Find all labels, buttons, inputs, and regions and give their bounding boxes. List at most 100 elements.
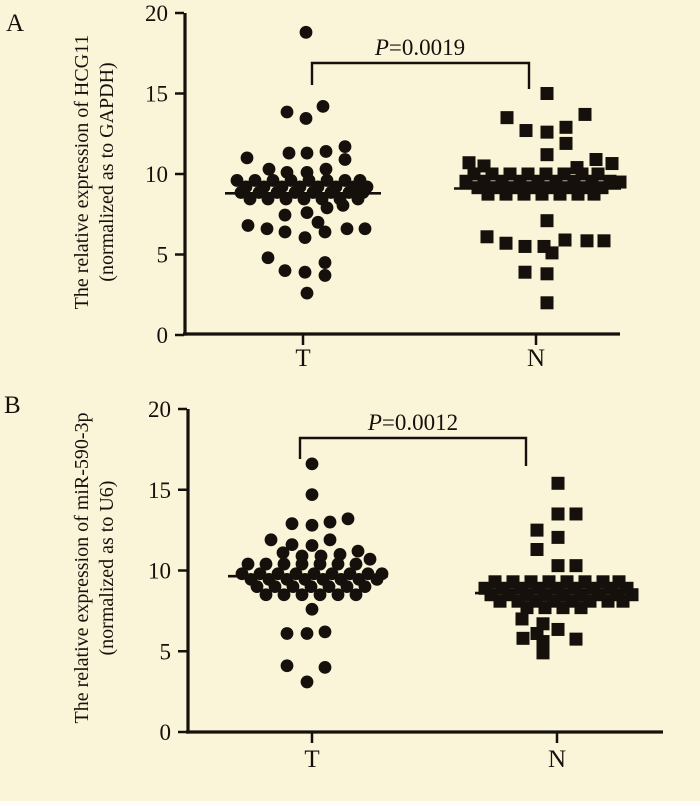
significance-bracket [310,61,531,89]
y-axis-title-line1: The relative expression of HCG11 [71,35,93,310]
data-point-circle [318,225,332,239]
data-point-square [536,635,550,649]
data-point-circle [248,174,262,187]
data-point-circle [277,557,291,571]
y-tick-label: 20 [148,397,171,422]
data-point-square [520,601,534,615]
data-point-square [538,601,552,615]
data-point-circle [300,206,314,220]
data-point-circle [338,140,352,154]
data-point-circle [243,192,257,206]
data-point-square [616,594,630,608]
data-point-square [516,631,530,645]
data-point-circle [241,219,255,232]
data-point-circle [300,146,314,160]
data-point-circle [311,215,325,229]
data-point-circle [280,659,294,673]
data-point-circle [266,174,280,187]
data-point-circle [331,588,345,602]
data-point-square [530,523,544,537]
y-tick-label: 0 [157,323,169,348]
data-point-circle [298,231,312,244]
data-point-circle [295,557,309,571]
data-point-circle [241,557,255,571]
y-tick-label: 5 [157,243,169,268]
data-point-circle [250,580,264,594]
data-point-circle [279,192,293,206]
data-point-circle [278,208,292,222]
p-value-italic-p: P [367,410,382,435]
data-point-circle [349,557,363,571]
y-tick-label: 10 [148,559,171,584]
data-point-circle [240,151,254,165]
data-point-circle [341,512,355,526]
data-point-circle [299,112,313,125]
data-point-circle [319,145,333,158]
data-point-circle [230,174,244,187]
data-point-circle [320,174,334,187]
data-point-circle [338,174,352,187]
data-point-circle [305,602,319,616]
data-point-circle [300,627,314,640]
data-point-circle [340,222,354,236]
data-point-circle [262,162,276,176]
data-point-square [519,124,533,138]
data-point-circle [318,269,332,282]
data-point-circle [282,146,296,160]
y-tick-label: 5 [160,639,172,664]
data-point-circle [338,153,352,166]
data-point-circle [313,557,327,571]
data-point-circle [305,457,319,471]
panel-letter: A [6,10,24,37]
data-point-square [536,646,550,660]
data-point-square [574,601,588,615]
data-point-circle [358,222,372,236]
data-point-square [551,530,565,544]
data-point-square [553,187,567,201]
p-value-number: =0.0019 [389,35,465,60]
y-axis-title-line2: (normalized as to GAPDH) [96,62,118,281]
data-point-circle [336,198,350,212]
panel-b: 0 5 10 15 20 T N B The relative expression of mi… [4,392,663,773]
series-n [459,87,627,310]
data-point-circle [259,588,273,602]
data-point-circle [331,557,345,571]
data-point-square [589,153,603,167]
data-point-circle [284,174,298,187]
data-point-circle [305,518,319,532]
data-point-circle [264,533,278,547]
data-point-circle [313,588,327,602]
data-point-circle [351,544,365,558]
data-point-circle [280,105,294,119]
significance-bracket [298,436,528,466]
data-point-circle [300,675,314,689]
data-point-square [605,157,619,171]
data-point-circle [260,222,274,236]
data-point-circle [320,201,334,215]
data-point-circle [363,552,377,566]
y-tick-label: 0 [160,720,172,745]
data-point-circle [304,580,318,594]
data-point-circle [261,251,275,265]
data-point-square [540,148,554,162]
data-point-square [459,174,473,188]
y-axis-title-line2: (normalized as to U6) [96,481,118,656]
data-point-circle [340,580,354,594]
data-point-circle [323,515,337,529]
series-t [230,25,374,300]
data-point-square [613,175,627,189]
data-point-circle [268,580,282,594]
data-point-circle [300,286,314,300]
data-point-square [601,594,615,608]
data-point-square [559,120,573,134]
data-point-circle [299,25,313,39]
data-point-circle [261,192,275,206]
data-point-square [530,543,544,557]
data-point-circle [322,580,336,594]
data-point-circle [319,162,333,176]
data-point-square [462,156,476,170]
p-value-text: P=0.0019 [374,35,465,60]
